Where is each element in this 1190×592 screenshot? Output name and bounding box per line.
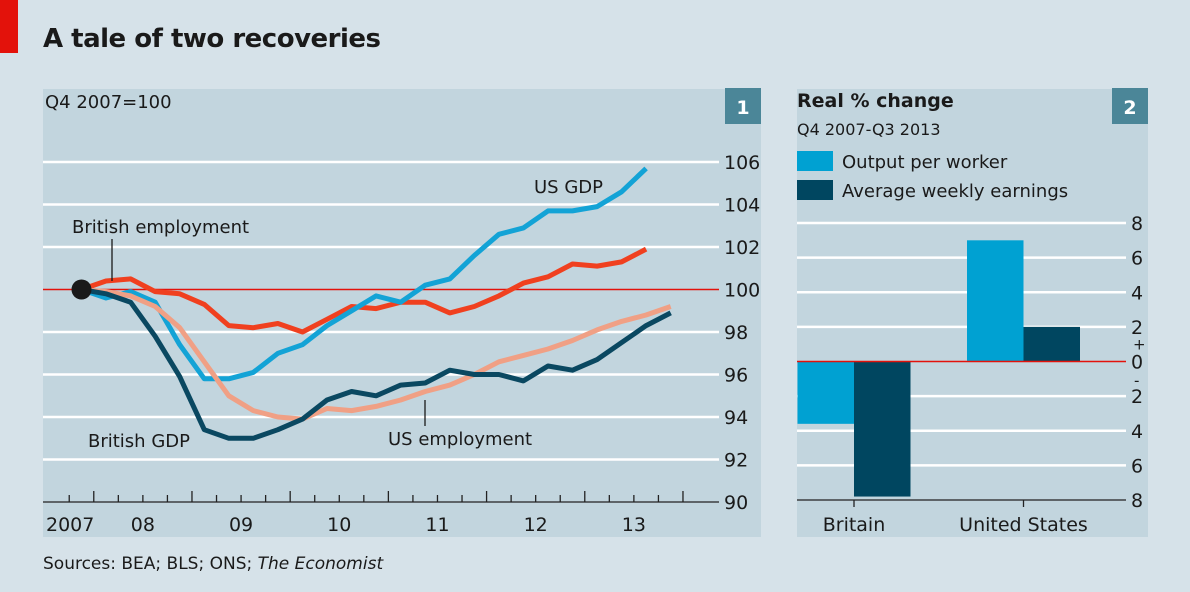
x-category-label: United States <box>959 514 1088 536</box>
x-tick-label: 2007 <box>46 514 94 536</box>
source-publication: The Economist <box>257 554 384 574</box>
label-british-employment: British employment <box>72 217 249 238</box>
panel-2-badge-number: 2 <box>1123 97 1136 119</box>
panel-2-y-ticks: 8 6 4 2 0 2 4 6 8 + - <box>1131 213 1146 512</box>
panel-1-x-axis: 2007 08 09 10 11 12 13 <box>46 491 684 536</box>
label-us-employment: US employment <box>388 429 532 450</box>
panel-2-badge <box>1112 88 1148 124</box>
panel-1-gridlines <box>43 160 719 503</box>
label-british-gdp: British GDP <box>88 431 190 452</box>
line-us-employment <box>81 287 672 422</box>
y-tick-label: 106 <box>724 152 760 174</box>
panel-2-subtitle: Q4 2007-Q3 2013 <box>797 120 941 139</box>
legend-label-output-per-worker: Output per worker <box>842 152 1008 173</box>
bar-britain-average-weekly-earnings <box>854 361 911 497</box>
brand-red-tag <box>0 0 18 53</box>
source-note: Sources: BEA; BLS; ONS; The Economist <box>43 554 383 574</box>
x-tick-label: 08 <box>131 514 155 536</box>
y-tick-label: 8 <box>1131 213 1143 235</box>
x-tick-label: 12 <box>524 514 548 536</box>
panel-2-title: Real % change <box>797 90 954 112</box>
bar-united-states-average-weekly-earnings <box>1023 326 1080 362</box>
y-tick-label: 96 <box>724 365 748 387</box>
legend-label-average-weekly-earnings: Average weekly earnings <box>842 181 1068 202</box>
y-tick-label: 4 <box>1131 282 1143 304</box>
y-tick-label: 8 <box>1131 490 1143 512</box>
panel-1-badge <box>725 88 761 124</box>
y-tick-label: 92 <box>724 450 748 472</box>
chart-title: A tale of two recoveries <box>43 24 381 54</box>
legend-swatch-average-weekly-earnings <box>797 180 833 200</box>
y-tick-label: 104 <box>724 195 760 217</box>
y-tick-label: 102 <box>724 237 760 259</box>
line-british-gdp <box>81 287 672 441</box>
y-tick-label: 94 <box>724 407 748 429</box>
label-us-gdp: US GDP <box>534 177 603 198</box>
bar-britain-output-per-worker <box>797 361 854 424</box>
panel-1-lines <box>71 166 672 441</box>
y-tick-label: 98 <box>724 322 748 344</box>
x-tick-label: 13 <box>622 514 646 536</box>
base-point-marker <box>71 279 92 300</box>
positive-sign: + <box>1133 336 1146 354</box>
y-tick-label: 2 <box>1131 386 1143 408</box>
y-tick-label: 2 <box>1131 317 1143 339</box>
line-us-gdp <box>80 166 648 382</box>
y-tick-label: 0 <box>1131 352 1143 374</box>
panel-2-bars <box>797 240 1126 497</box>
y-tick-label: 90 <box>724 492 748 514</box>
panel-1-subtitle: Q4 2007=100 <box>45 92 172 113</box>
panel-1-y-ticks: 106 104 102 100 98 96 94 92 90 <box>724 152 760 514</box>
y-tick-label: 6 <box>1131 455 1143 477</box>
y-tick-label: 6 <box>1131 248 1143 270</box>
negative-sign: - <box>1134 372 1139 390</box>
panel-1-badge-number: 1 <box>736 97 749 119</box>
x-category-label: Britain <box>823 514 886 536</box>
x-tick-label: 09 <box>229 514 253 536</box>
x-tick-label: 10 <box>327 514 351 536</box>
source-prefix: Sources: BEA; BLS; ONS; <box>43 554 258 574</box>
panel-2-x-axis: Britain United States <box>797 499 1126 536</box>
legend-swatch-output-per-worker <box>797 151 833 171</box>
y-tick-label: 4 <box>1131 421 1143 443</box>
line-british-employment <box>80 246 648 335</box>
y-tick-label: 100 <box>724 280 760 302</box>
x-tick-label: 11 <box>425 514 449 536</box>
bar-united-states-output-per-worker <box>967 240 1024 362</box>
